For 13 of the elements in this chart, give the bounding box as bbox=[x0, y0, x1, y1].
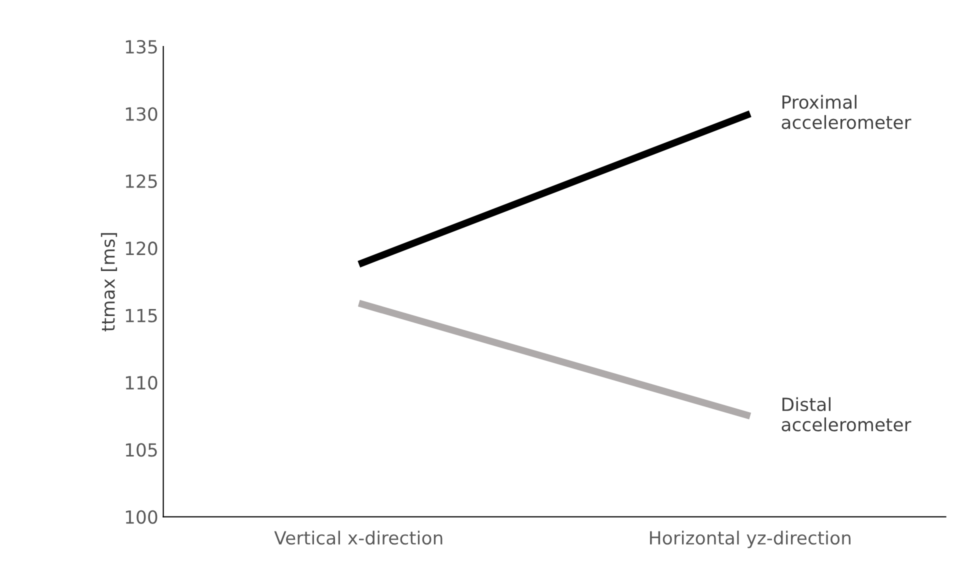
x-tick-label: Horizontal yz-direction bbox=[650, 530, 850, 548]
y-tick-label: 130 bbox=[126, 107, 158, 121]
x-tick-label: Vertical x-direction bbox=[274, 530, 442, 545]
series-label: Distal accelerometer bbox=[782, 397, 912, 432]
y-tick-label: 125 bbox=[126, 174, 157, 188]
y-tick-label: 100 bbox=[126, 510, 158, 524]
y-tick-label: 110 bbox=[126, 376, 158, 390]
y-axis-title: ttmax [ms] bbox=[100, 233, 118, 332]
y-tick-label: 105 bbox=[126, 443, 157, 457]
y-tick-label: 135 bbox=[126, 40, 157, 54]
series-label: Proximal accelerometer bbox=[782, 94, 912, 130]
y-tick-label: 120 bbox=[126, 242, 158, 256]
y-tick-label: 115 bbox=[126, 308, 157, 322]
